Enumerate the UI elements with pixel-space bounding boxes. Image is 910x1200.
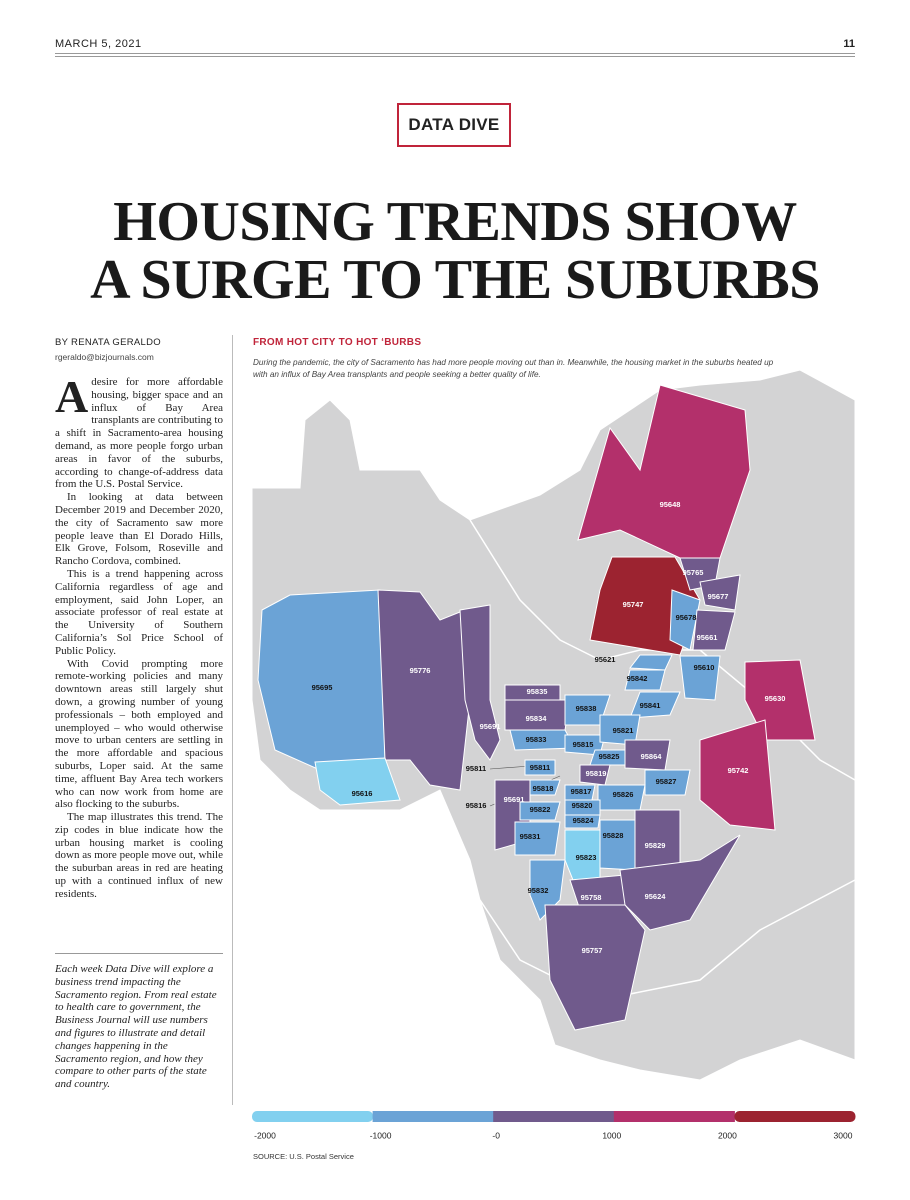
zip-area bbox=[459, 604, 501, 761]
zip-label: 95765 bbox=[683, 568, 704, 577]
zip-area bbox=[524, 759, 556, 776]
zip-area bbox=[699, 574, 741, 611]
legend-label: 1000 bbox=[602, 1130, 621, 1140]
zip-label: 95821 bbox=[613, 726, 634, 735]
zip-label: 95842 bbox=[627, 674, 648, 683]
zip-label: 95747 bbox=[623, 600, 644, 609]
zip-label: 95838 bbox=[576, 704, 597, 713]
article: A desire for more affordable housing, bi… bbox=[55, 371, 223, 901]
paragraph: With Covid prompting more remote-working… bbox=[55, 657, 223, 811]
legend-swatch bbox=[372, 1111, 494, 1122]
zip-area bbox=[629, 691, 681, 719]
zip-label: 95833 bbox=[526, 735, 547, 744]
land-border bbox=[479, 879, 856, 1001]
zip-label: 95825 bbox=[599, 752, 620, 761]
zip-label: 95864 bbox=[641, 752, 663, 761]
zip-label: 95831 bbox=[520, 832, 541, 841]
zip-label: 95621 bbox=[595, 655, 616, 664]
paragraph: This is a trend happening across Califor… bbox=[55, 567, 223, 657]
zip-area bbox=[519, 801, 561, 821]
zip-label: 95819 bbox=[586, 769, 607, 778]
zip-area bbox=[744, 659, 816, 741]
source: SOURCE: U.S. Postal Service bbox=[253, 1152, 354, 1161]
legend-label: 3000 bbox=[834, 1130, 853, 1140]
zip-label: 95824 bbox=[573, 816, 595, 825]
zip-label: 95832 bbox=[528, 886, 549, 895]
zip-label: 95818 bbox=[533, 784, 554, 793]
zip-area bbox=[699, 719, 776, 831]
zip-label: 95742 bbox=[728, 766, 749, 775]
zip-area bbox=[599, 819, 636, 871]
zip-label: 95661 bbox=[697, 633, 718, 642]
zip-area bbox=[514, 821, 561, 856]
zip-label: 95691 bbox=[480, 722, 501, 731]
rule bbox=[55, 953, 223, 954]
sidebar: Each week Data Dive will explore a busin… bbox=[55, 963, 217, 1091]
legend-label: -1000 bbox=[370, 1130, 392, 1140]
zip-label: 95695 bbox=[312, 683, 333, 692]
zip-area bbox=[669, 589, 701, 651]
zip-callout: 95811 bbox=[466, 764, 486, 773]
zip-label: 95841 bbox=[640, 701, 661, 710]
zip-label: 95758 bbox=[581, 893, 602, 902]
zip-label: 95624 bbox=[645, 892, 667, 901]
zip-area bbox=[692, 609, 736, 651]
zip-area bbox=[624, 669, 666, 691]
legend-label: 2000 bbox=[718, 1130, 737, 1140]
zip-label: 95811 bbox=[530, 763, 550, 772]
byline: BY RENATA GERALDO bbox=[55, 337, 161, 348]
zip-label: 95630 bbox=[765, 694, 786, 703]
legend-swatch bbox=[252, 1111, 374, 1122]
legend-swatch bbox=[613, 1111, 735, 1122]
page-number: 11 bbox=[843, 38, 855, 50]
zip-area bbox=[577, 384, 751, 559]
headline: A SURGE TO THE SUBURBS bbox=[90, 249, 820, 311]
legend-label: -0 bbox=[492, 1130, 500, 1140]
rule bbox=[55, 53, 855, 57]
legend-label: -2000 bbox=[254, 1130, 276, 1140]
zip-callout: 95816 bbox=[466, 801, 487, 810]
zip-label: 95826 bbox=[613, 790, 634, 799]
zip-label: 95815 bbox=[573, 740, 594, 749]
zip-label: 95834 bbox=[526, 714, 548, 723]
zip-label: 95648 bbox=[660, 500, 681, 509]
leader-line bbox=[489, 765, 531, 770]
date: MARCH 5, 2021 bbox=[55, 38, 142, 50]
zip-label: 95616 bbox=[352, 789, 373, 798]
zip-label: 95823 bbox=[576, 853, 597, 862]
zip-label: 95828 bbox=[603, 831, 624, 840]
zip-label: 95817 bbox=[571, 787, 592, 796]
zip-label: 95757 bbox=[582, 946, 603, 955]
paragraph: A desire for more affordable housing, bi… bbox=[55, 371, 223, 491]
zip-area bbox=[544, 904, 646, 1031]
zip-area bbox=[314, 757, 401, 806]
zip-area bbox=[257, 589, 386, 771]
zip-label: 95822 bbox=[530, 805, 551, 814]
legend-swatch bbox=[493, 1111, 615, 1122]
paragraph: The map illustrates this trend. The zip … bbox=[55, 811, 223, 900]
zip-label: 95776 bbox=[410, 666, 431, 675]
divider bbox=[232, 335, 233, 1105]
map-subtitle: During the pandemic, the city of Sacrame… bbox=[253, 358, 774, 379]
headline: HOUSING TRENDS SHOW bbox=[113, 191, 797, 253]
zip-label: 95829 bbox=[645, 841, 666, 850]
zip-label: 95678 bbox=[676, 613, 697, 622]
zip-label: 95610 bbox=[694, 663, 715, 672]
zip-label: 95835 bbox=[527, 687, 548, 696]
legend-swatch bbox=[734, 1111, 856, 1122]
zip-area bbox=[377, 589, 471, 791]
zip-label: 95677 bbox=[708, 592, 729, 601]
zip-area bbox=[679, 655, 721, 701]
zip-label: 95827 bbox=[656, 777, 677, 786]
paragraph: In looking at data between December 2019… bbox=[55, 491, 223, 568]
email: rgeraldo@bizjournals.com bbox=[55, 352, 154, 362]
badge: DATA DIVE bbox=[397, 103, 511, 147]
zip-label: 95691 bbox=[504, 795, 525, 804]
zip-label: 95820 bbox=[572, 801, 593, 810]
map-title: FROM HOT CITY TO HOT ‘BURBS bbox=[253, 337, 422, 348]
zip-area bbox=[564, 814, 601, 829]
